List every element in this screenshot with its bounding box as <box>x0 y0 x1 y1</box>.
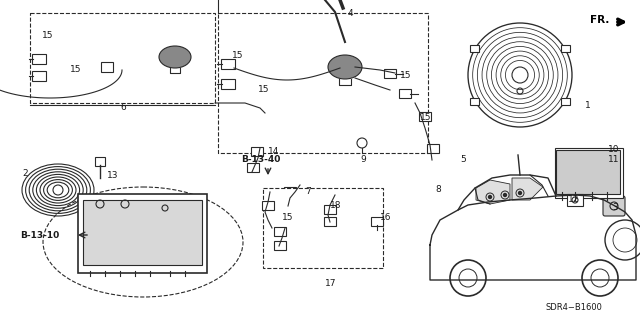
FancyBboxPatch shape <box>399 89 411 98</box>
FancyBboxPatch shape <box>78 194 207 273</box>
Text: 14: 14 <box>268 147 280 157</box>
Text: 15: 15 <box>258 85 269 94</box>
FancyBboxPatch shape <box>324 205 336 214</box>
Circle shape <box>518 191 522 195</box>
FancyBboxPatch shape <box>221 59 235 69</box>
FancyBboxPatch shape <box>555 148 623 198</box>
Text: 11: 11 <box>608 154 620 164</box>
Text: B-13-40: B-13-40 <box>241 155 280 165</box>
Text: 15: 15 <box>400 70 412 79</box>
Ellipse shape <box>159 46 191 68</box>
FancyBboxPatch shape <box>324 217 336 226</box>
FancyBboxPatch shape <box>30 13 215 103</box>
Text: FR.: FR. <box>590 15 609 25</box>
FancyBboxPatch shape <box>101 62 113 72</box>
Text: 8: 8 <box>435 186 441 195</box>
FancyBboxPatch shape <box>567 194 583 206</box>
Text: 15: 15 <box>282 213 294 222</box>
Text: B-13-10: B-13-10 <box>20 231 60 240</box>
FancyBboxPatch shape <box>274 241 286 250</box>
FancyBboxPatch shape <box>274 227 286 236</box>
FancyBboxPatch shape <box>470 46 479 53</box>
Text: 15: 15 <box>42 31 54 40</box>
FancyBboxPatch shape <box>263 188 383 268</box>
Text: 1: 1 <box>585 100 591 109</box>
FancyBboxPatch shape <box>384 69 396 78</box>
Ellipse shape <box>328 55 362 79</box>
Text: 4: 4 <box>348 9 354 18</box>
Text: 18: 18 <box>330 201 342 210</box>
FancyBboxPatch shape <box>32 71 46 81</box>
Text: 7: 7 <box>305 188 311 197</box>
FancyBboxPatch shape <box>371 217 383 226</box>
Text: 6: 6 <box>120 102 125 112</box>
FancyBboxPatch shape <box>83 200 202 265</box>
Text: 15: 15 <box>420 114 431 122</box>
FancyBboxPatch shape <box>470 98 479 105</box>
Text: 17: 17 <box>325 278 337 287</box>
Text: 3: 3 <box>612 203 618 211</box>
Text: SDR4−B1600: SDR4−B1600 <box>545 303 602 313</box>
Text: 2: 2 <box>22 168 28 177</box>
Text: 16: 16 <box>380 213 392 222</box>
FancyBboxPatch shape <box>603 196 625 216</box>
Polygon shape <box>512 178 543 200</box>
Circle shape <box>488 196 492 198</box>
FancyBboxPatch shape <box>32 54 46 64</box>
Circle shape <box>504 194 506 197</box>
FancyBboxPatch shape <box>218 13 428 153</box>
Polygon shape <box>476 180 510 204</box>
FancyBboxPatch shape <box>419 112 431 121</box>
FancyBboxPatch shape <box>561 98 570 105</box>
FancyBboxPatch shape <box>262 201 274 210</box>
FancyBboxPatch shape <box>284 187 296 196</box>
FancyBboxPatch shape <box>221 79 235 89</box>
FancyBboxPatch shape <box>427 144 439 153</box>
FancyBboxPatch shape <box>556 150 620 194</box>
FancyBboxPatch shape <box>95 157 105 166</box>
FancyBboxPatch shape <box>251 147 263 156</box>
FancyBboxPatch shape <box>247 163 259 172</box>
Text: 10: 10 <box>608 145 620 153</box>
Text: 9: 9 <box>360 155 365 165</box>
Text: 5: 5 <box>460 155 466 165</box>
Text: 15: 15 <box>70 65 81 75</box>
FancyBboxPatch shape <box>282 201 294 210</box>
Text: 13: 13 <box>107 170 118 180</box>
Text: 15: 15 <box>232 50 243 60</box>
Text: 12: 12 <box>568 196 579 204</box>
FancyBboxPatch shape <box>561 46 570 53</box>
